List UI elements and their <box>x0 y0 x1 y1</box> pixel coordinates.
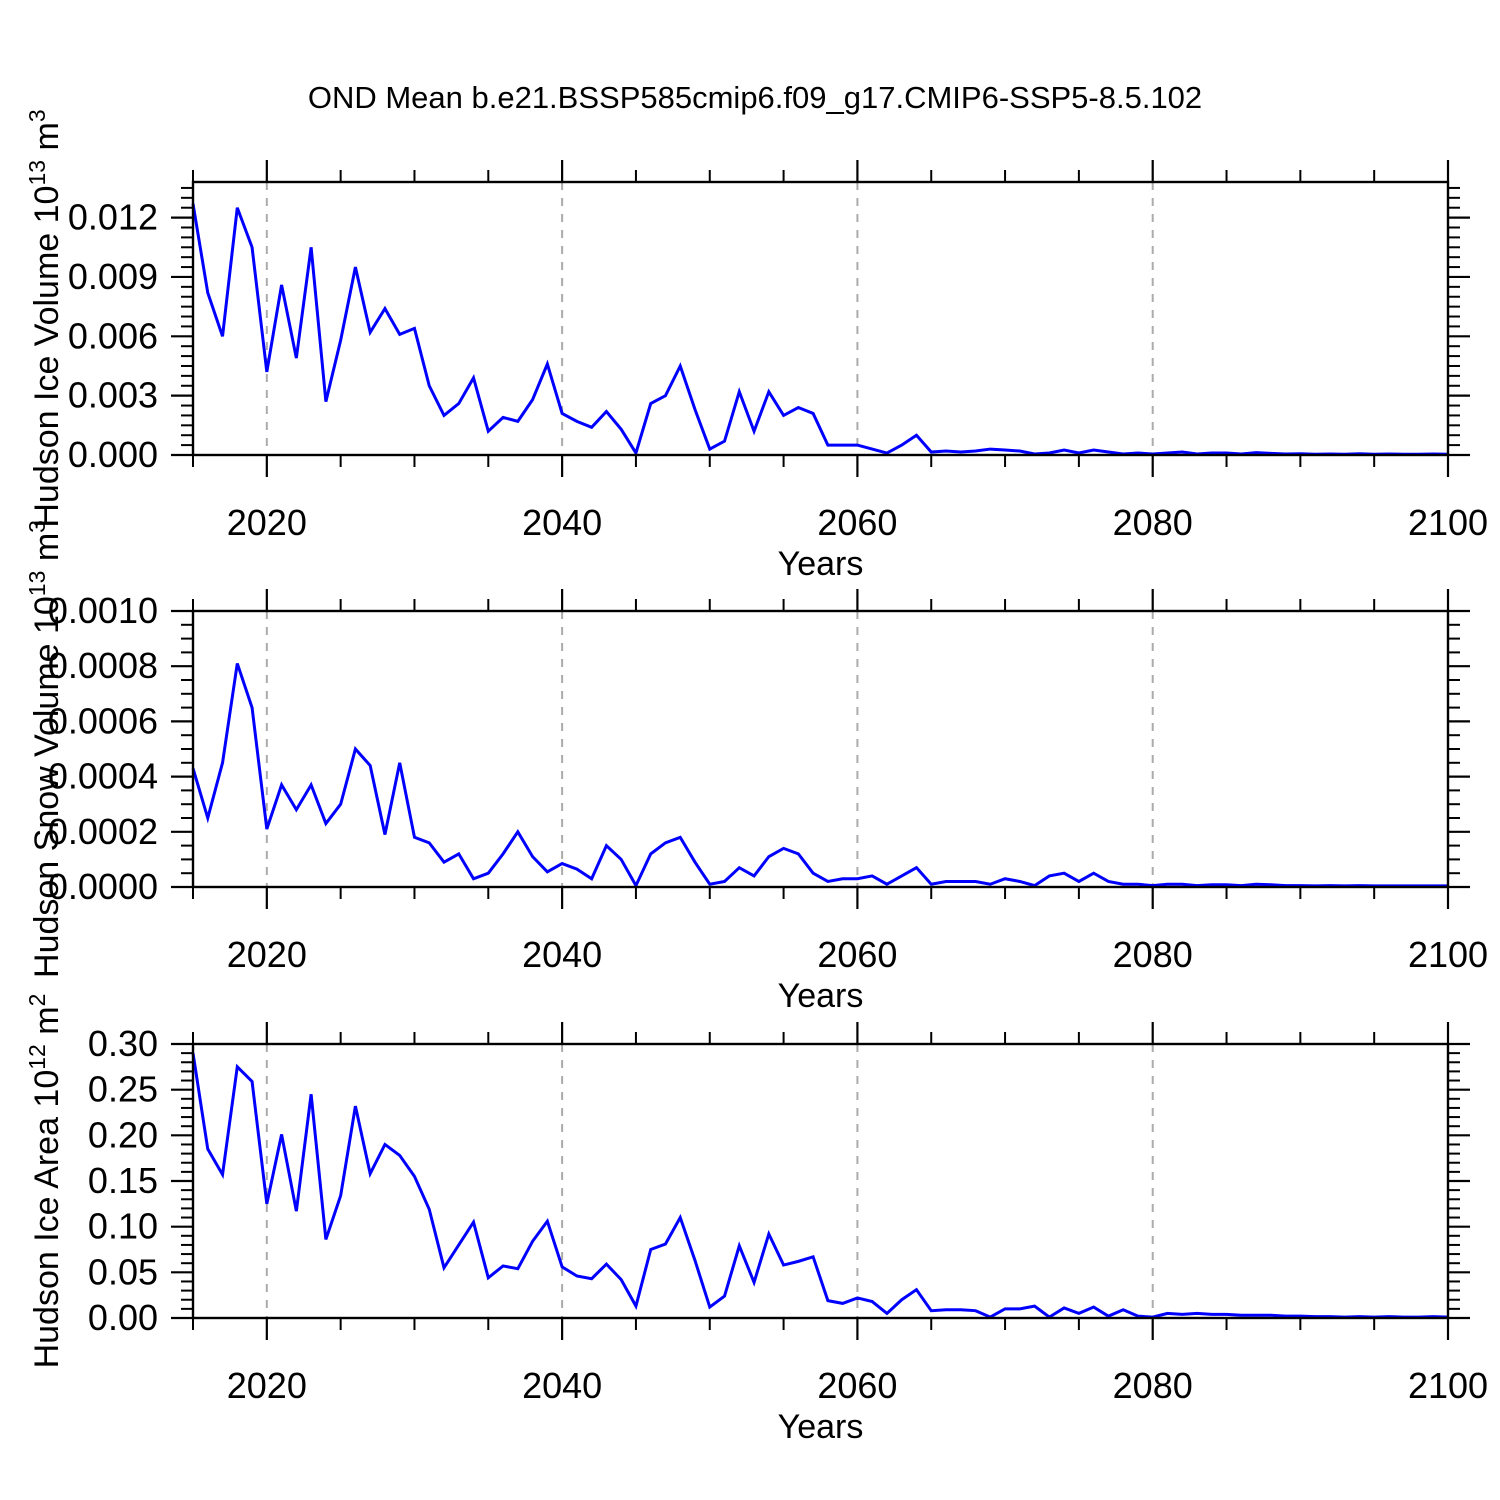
x-tick-label: 2060 <box>817 502 897 543</box>
hudson-ice-volume-plot-box <box>191 180 1450 457</box>
y-tick-label: 0.20 <box>88 1114 158 1155</box>
panel-hudson-snow-volume: 2020 2040 2060 2080 2100 0.0000 0.0002 0.0004 0.… <box>24 520 1488 1015</box>
x-tick-label: 2100 <box>1408 1365 1488 1406</box>
x-tick-label: 2080 <box>1113 502 1193 543</box>
hudson-ice-area-line <box>191 1052 1449 1319</box>
y-tick-label: 0.00 <box>88 1297 158 1338</box>
x-tick-label: 2040 <box>522 502 602 543</box>
y-tick-label: 0.009 <box>68 256 158 297</box>
x-tick-label: 2040 <box>522 1365 602 1406</box>
hudson-ice-volume-y-axis-title: Hudson Ice Volume 1013 m3 <box>24 109 66 527</box>
x-tick-label: 2020 <box>227 502 307 543</box>
y-tick-label: 0.0004 <box>48 756 158 797</box>
panel-hudson-ice-area: 2020 2040 2060 2080 2100 0.00 0.050.10 0.15 0.20… <box>24 994 1488 1446</box>
y-tick-label: 0.05 <box>88 1251 158 1292</box>
y-tick-label: 0.012 <box>68 197 158 238</box>
y-tick-label: 0.0002 <box>48 811 158 852</box>
x-tick-label: 2100 <box>1408 502 1488 543</box>
x-tick-label: 2020 <box>227 934 307 975</box>
y-tick-label: 0.0000 <box>48 866 158 907</box>
hudson-snow-volume-y-axis-title: Hudson Snow Volume 1013 m3 <box>24 520 66 978</box>
hudson-snow-volume-line <box>191 662 1448 889</box>
y-tick-label: 0.0006 <box>48 700 158 741</box>
x-tick-label: 2100 <box>1408 934 1488 975</box>
hudson-ice-area-y-axis-title: Hudson Ice Area 1012 m2 <box>24 994 66 1369</box>
x-tick-label: 2080 <box>1113 1365 1193 1406</box>
y-tick-label: 0.003 <box>68 375 158 416</box>
hudson-ice-volume-line <box>191 203 1449 457</box>
x-tick-label: 2060 <box>817 934 897 975</box>
y-tick-label: 0.000 <box>68 434 158 475</box>
x-tick-label: 2020 <box>227 1365 307 1406</box>
panel-hudson-ice-volume: 2020 2040 2060 2080 2100 0.000 0.003 0.006 0.009… <box>24 109 1488 583</box>
x-tick-label: 2080 <box>1113 934 1193 975</box>
hudson-ice-area-x-axis-title: Years <box>778 1408 864 1446</box>
y-tick-label: 0.10 <box>88 1206 158 1247</box>
x-tick-label: 2040 <box>522 934 602 975</box>
y-tick-label: 0.25 <box>88 1069 158 1110</box>
hudson-snow-volume-plot-box <box>191 609 1450 889</box>
hudson-snow-volume-x-axis-title: Years <box>778 977 864 1015</box>
y-tick-label: 0.30 <box>88 1023 158 1064</box>
y-tick-label: 0.0008 <box>48 645 158 686</box>
x-tick-label: 2060 <box>817 1365 897 1406</box>
hudson-ice-volume-x-axis-title: Years <box>778 545 864 583</box>
y-tick-label: 0.006 <box>68 315 158 356</box>
y-tick-label: 0.15 <box>88 1160 158 1201</box>
y-tick-label: 0.0010 <box>48 590 158 631</box>
figure-title: OND Mean b.e21.BSSP585cmip6.f09_g17.CMIP… <box>308 80 1202 115</box>
